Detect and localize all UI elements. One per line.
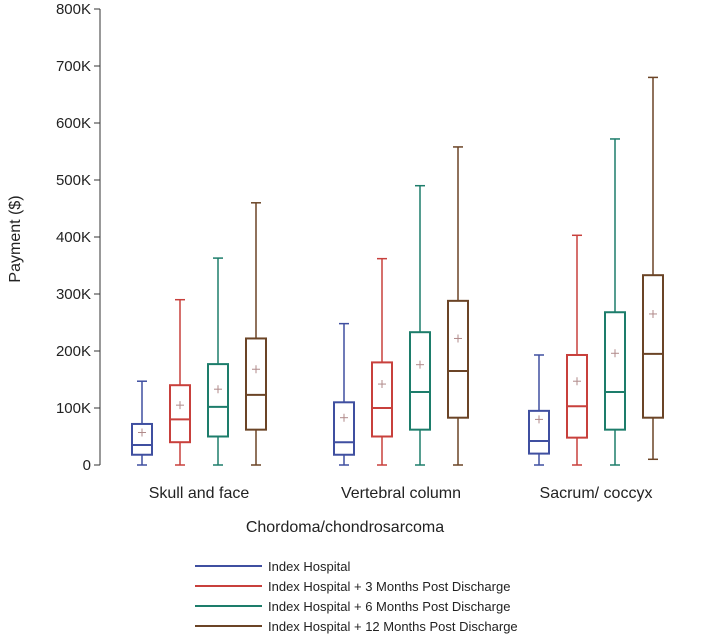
box-groups xyxy=(131,76,664,466)
box-1-1 xyxy=(131,380,153,466)
legend-item-2: Index Hospital + 3 Months Post Discharge xyxy=(195,579,510,594)
box-iqr xyxy=(131,422,153,456)
y-tick-label: 600K xyxy=(56,115,91,132)
y-tick-label: 100K xyxy=(56,400,91,417)
box-iqr xyxy=(642,274,664,419)
box-1-3 xyxy=(528,354,550,466)
category-label: Vertebral column xyxy=(341,485,461,502)
box-iqr xyxy=(409,331,431,431)
box-iqr xyxy=(169,384,191,444)
y-axis-title: Payment ($) xyxy=(7,195,24,282)
legend: Index Hospital Index Hospital + 3 Months … xyxy=(195,559,518,634)
box-iqr xyxy=(207,363,229,438)
category-labels: Skull and face Vertebral column Sacrum/ co… xyxy=(149,485,653,502)
box-4-1 xyxy=(245,202,267,466)
y-tick-label: 300K xyxy=(56,286,91,303)
box-1-2 xyxy=(333,322,355,466)
box-iqr xyxy=(333,401,355,456)
box-4-3 xyxy=(642,76,664,461)
legend-item-3: Index Hospital + 6 Months Post Discharge xyxy=(195,599,510,614)
box-iqr xyxy=(245,337,267,431)
box-iqr xyxy=(566,353,588,439)
y-tick-label: 700K xyxy=(56,58,91,75)
box-iqr xyxy=(604,311,626,431)
box-3-3 xyxy=(604,138,626,466)
category-label: Sacrum/ coccyx xyxy=(540,485,653,502)
box-2-3 xyxy=(566,234,588,466)
box-4-2 xyxy=(447,146,469,466)
legend-label: Index Hospital + 3 Months Post Discharge xyxy=(268,579,510,594)
legend-label: Index Hospital + 12 Months Post Discharg… xyxy=(268,619,518,634)
box-3-1 xyxy=(207,257,229,466)
y-tick-label: 800K xyxy=(56,1,91,18)
y-tick-label: 500K xyxy=(56,172,91,189)
y-tick-label: 0 xyxy=(83,457,91,474)
x-axis-title: Chordoma/chondrosarcoma xyxy=(246,519,444,536)
box-3-2 xyxy=(409,184,431,466)
box-iqr xyxy=(371,361,393,438)
box-iqr xyxy=(447,299,469,419)
y-axis: 0 100K 200K 300K 400K 500K 600K 700K 800K xyxy=(56,1,101,474)
legend-item-1: Index Hospital xyxy=(195,559,350,574)
box-2-1 xyxy=(169,298,191,466)
legend-item-4: Index Hospital + 12 Months Post Discharg… xyxy=(195,619,518,634)
legend-label: Index Hospital + 6 Months Post Discharge xyxy=(268,599,510,614)
box-iqr xyxy=(528,409,550,455)
y-tick-label: 200K xyxy=(56,343,91,360)
category-label: Skull and face xyxy=(149,485,250,502)
box-2-2 xyxy=(371,257,393,466)
legend-label: Index Hospital xyxy=(268,559,350,574)
y-tick-label: 400K xyxy=(56,229,91,246)
